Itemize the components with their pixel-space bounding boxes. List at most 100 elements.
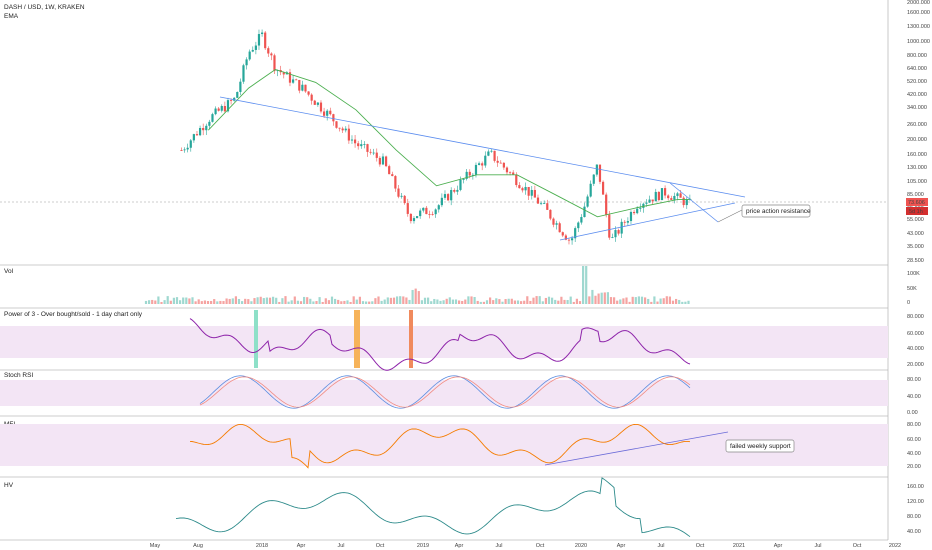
- price-candle: [518, 185, 521, 189]
- volume-bar: [448, 297, 451, 304]
- price-candle: [273, 55, 276, 72]
- price-candle: [264, 32, 267, 49]
- volume-bar: [303, 296, 306, 304]
- volume-bar: [287, 301, 290, 304]
- price-candle: [322, 111, 326, 116]
- price-candle: [546, 203, 549, 210]
- volume-bar: [414, 288, 417, 304]
- power-oversold-marker: [254, 310, 258, 368]
- volume-bar: [485, 300, 489, 304]
- countdown-label: 5d 1h: [909, 209, 923, 215]
- volume-bar: [616, 300, 619, 304]
- volume-bar: [368, 301, 371, 304]
- x-tick-label: Aug: [193, 543, 203, 549]
- volume-bar: [557, 300, 560, 304]
- price-candle: [539, 203, 543, 205]
- x-tick-label: May: [150, 543, 161, 549]
- volume-bar: [516, 300, 520, 304]
- power-tick-label: 60.000: [907, 331, 924, 337]
- volume-bar: [343, 300, 346, 304]
- price-tick-label: 420.000: [907, 92, 927, 98]
- resistance-label: price action resistance: [746, 208, 811, 215]
- hv-tick-label: 160.00: [907, 484, 924, 490]
- price-candle: [459, 179, 462, 190]
- price-candle: [620, 221, 623, 234]
- volume-bar: [588, 296, 591, 304]
- volume-bar: [144, 300, 148, 304]
- price-candle: [211, 114, 214, 122]
- x-tick-label: Oct: [696, 543, 705, 549]
- volume-bar: [157, 296, 160, 304]
- price-candle: [397, 188, 400, 197]
- hv-tick-label: 80.00: [907, 514, 921, 520]
- price-tick-label: 640.000: [907, 66, 927, 72]
- price-candle: [301, 84, 304, 91]
- volume-bar: [396, 296, 399, 304]
- price-candle: [332, 114, 335, 122]
- price-candle: [434, 209, 437, 215]
- volume-bar: [197, 299, 200, 304]
- volume-bar: [278, 301, 281, 304]
- volume-bar: [312, 301, 315, 304]
- volume-bar: [358, 296, 361, 304]
- price-candle: [406, 203, 409, 214]
- price-candle: [626, 221, 629, 223]
- volume-bar: [665, 296, 668, 304]
- volume-bar: [188, 298, 191, 304]
- volume-bar: [371, 301, 374, 304]
- price-candle: [381, 156, 385, 165]
- mfi-tick-label: 80.00: [907, 422, 921, 428]
- volume-bar: [420, 300, 423, 304]
- price-candle: [291, 79, 295, 83]
- price-candle: [533, 189, 536, 198]
- price-candle: [543, 203, 546, 205]
- price-candle: [577, 222, 580, 229]
- price-candle: [574, 228, 577, 239]
- descending-resistance-trendline: [219, 96, 746, 198]
- price-candle: [422, 207, 425, 211]
- price-candle: [307, 91, 310, 95]
- volume-bar: [498, 299, 501, 304]
- ema-label: EMA: [4, 13, 19, 20]
- projection-trendline: [669, 182, 719, 223]
- price-tick-label: 85.000: [907, 192, 924, 198]
- x-tick-label: Apr: [617, 543, 626, 549]
- volume-bar: [461, 300, 464, 304]
- price-candle: [202, 128, 205, 131]
- volume-bar: [532, 297, 535, 304]
- price-candle: [223, 105, 226, 112]
- stoch-tick-label: 0.00: [907, 410, 918, 416]
- price-candle: [236, 91, 239, 98]
- volume-bar: [445, 298, 448, 304]
- price-candle: [189, 140, 192, 148]
- price-candle: [384, 156, 388, 167]
- price-candle: [487, 151, 490, 156]
- price-candle: [660, 188, 664, 201]
- price-candle: [360, 144, 363, 147]
- volume-bar: [640, 296, 644, 304]
- volume-bar: [231, 298, 234, 304]
- price-candle: [642, 203, 645, 208]
- price-candle: [561, 232, 564, 236]
- price-candle: [636, 208, 639, 214]
- volume-bar: [228, 298, 231, 304]
- hv-line: [175, 477, 691, 538]
- volume-bar: [458, 300, 461, 304]
- price-candle: [508, 172, 512, 174]
- vol-tick-label: 0: [907, 300, 910, 306]
- volume-bar: [250, 301, 253, 304]
- price-candle: [490, 150, 493, 152]
- x-tick-label: 2019: [417, 543, 429, 549]
- x-tick-label: 2022: [889, 543, 901, 549]
- price-tick-label: 43.000: [907, 231, 924, 237]
- volume-bar: [439, 300, 442, 304]
- power-tick-label: 80.000: [907, 314, 924, 320]
- price-candle: [648, 199, 651, 203]
- price-candle: [595, 164, 598, 175]
- volume-bar: [172, 297, 175, 304]
- price-candle: [605, 194, 608, 215]
- price-candle: [248, 51, 251, 60]
- volume-bar: [216, 301, 219, 304]
- price-candle: [375, 152, 378, 158]
- price-candle: [229, 100, 233, 101]
